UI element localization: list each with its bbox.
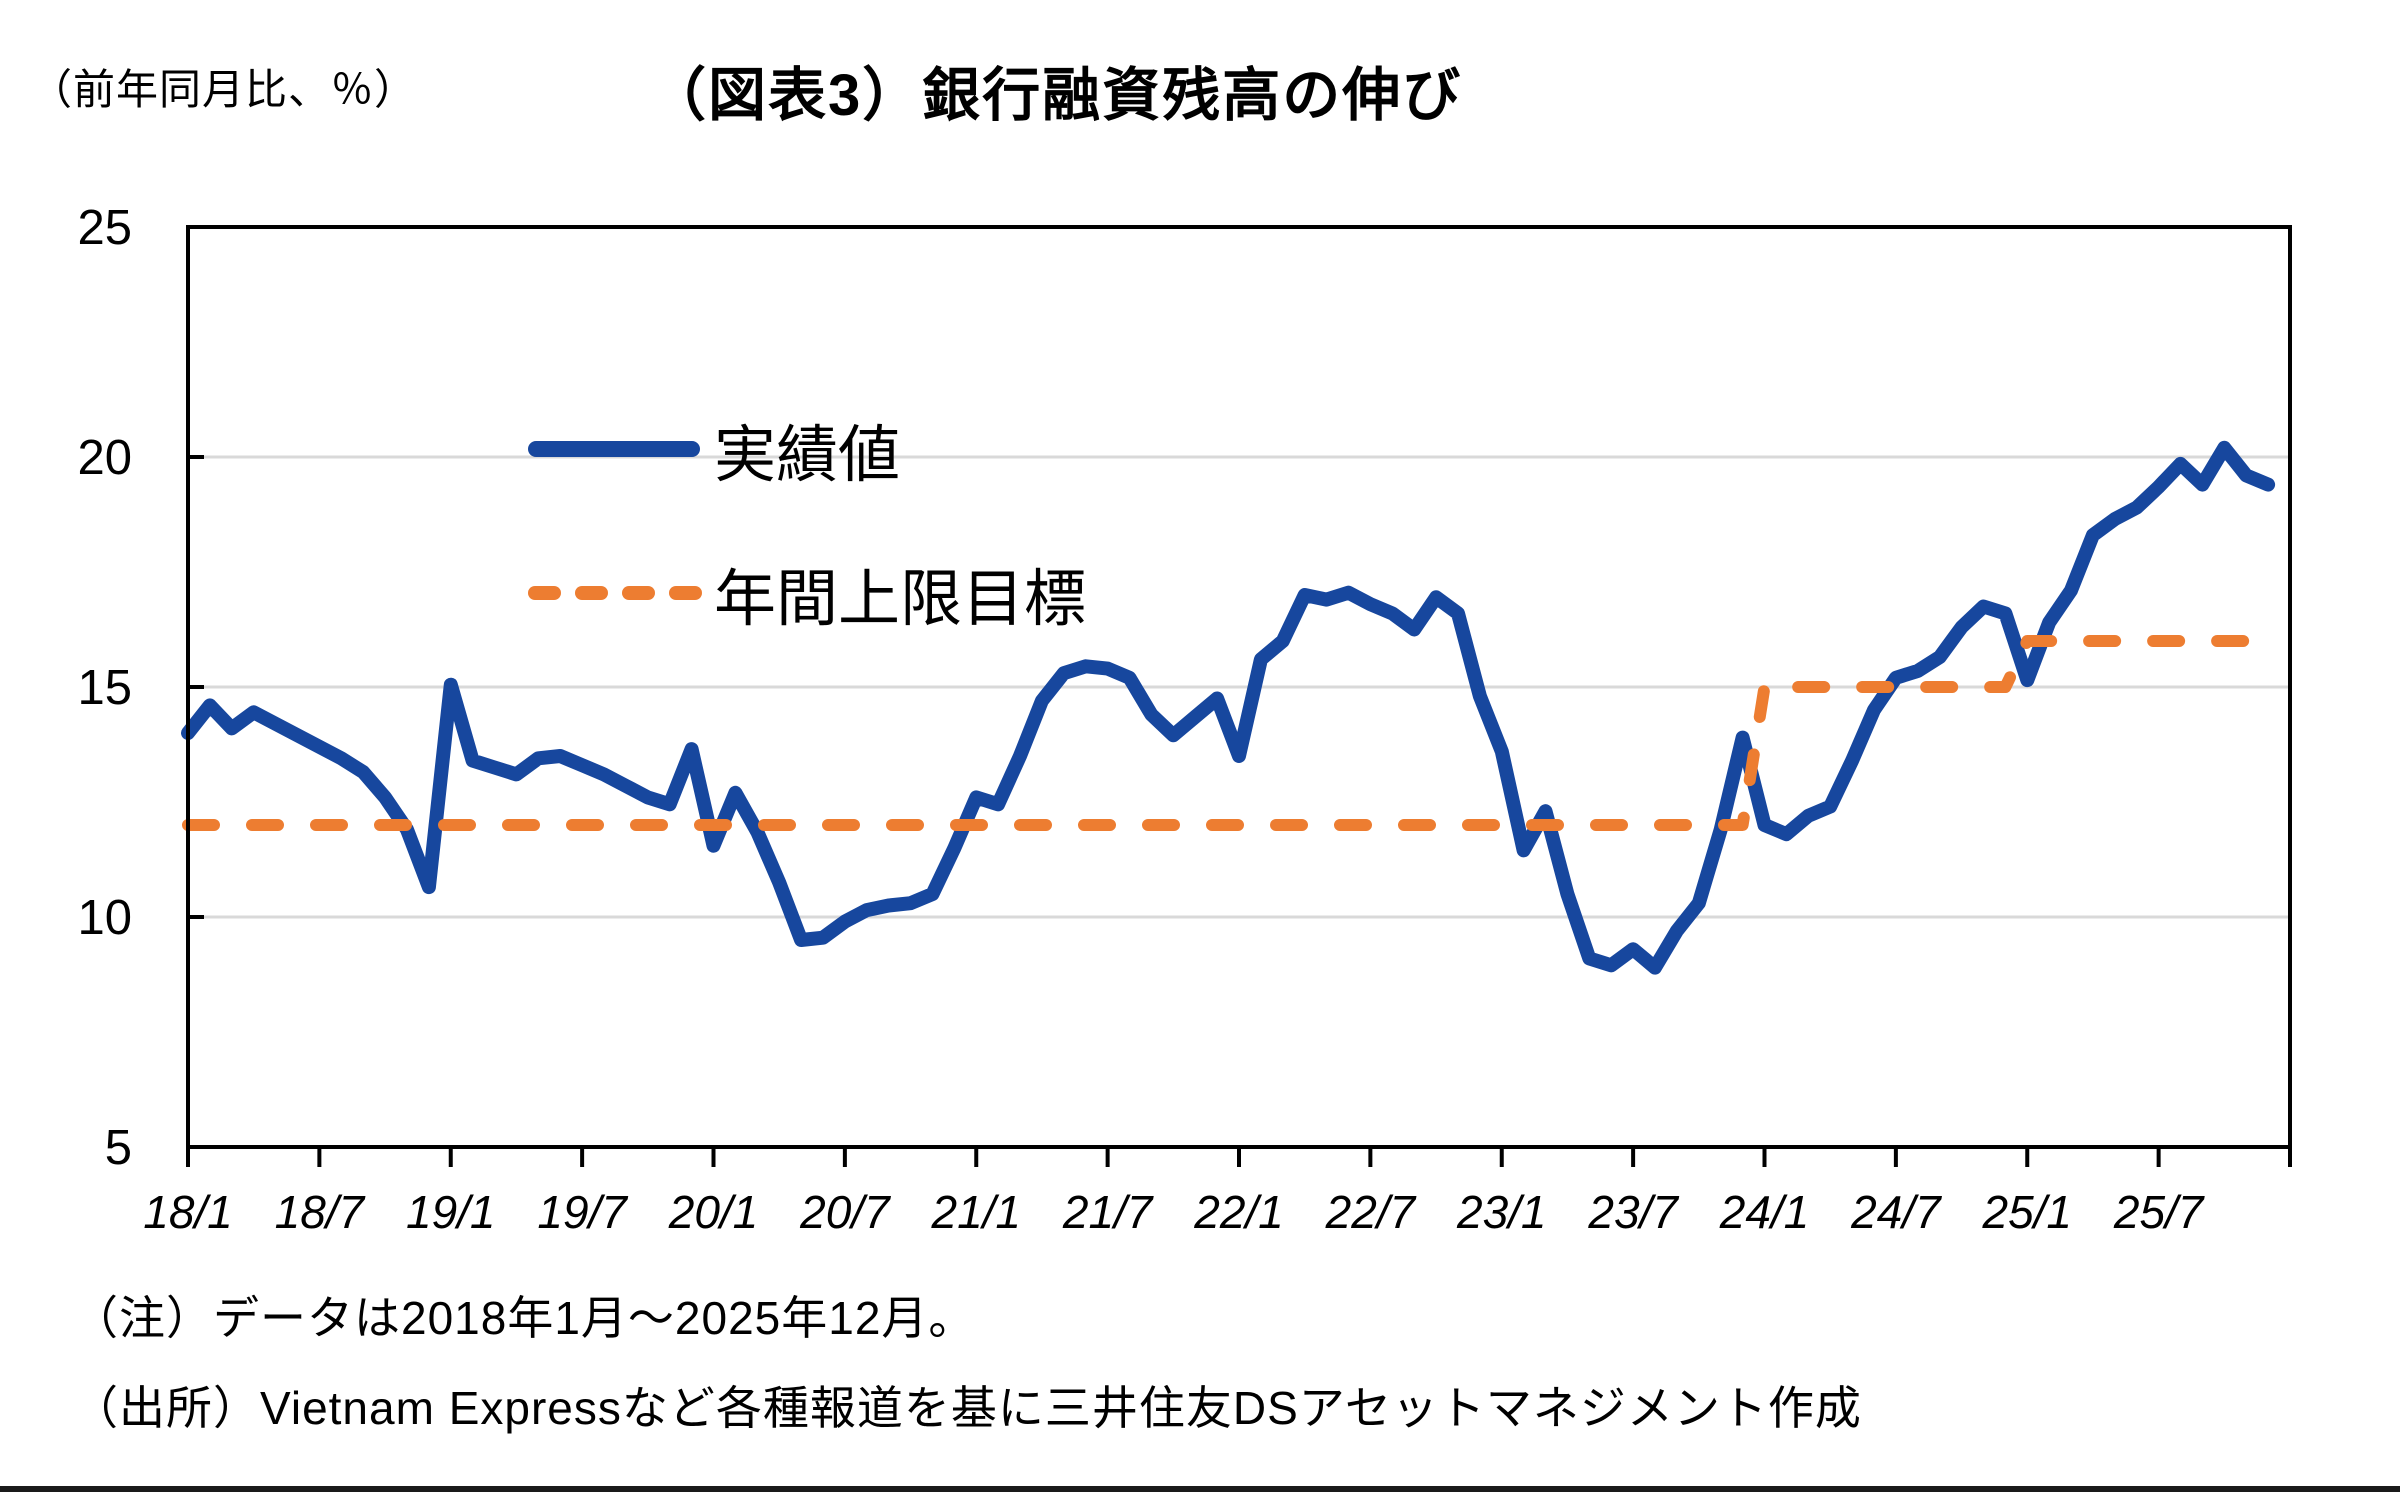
x-tick-label: 23/1 <box>1456 1186 1547 1238</box>
footer-divider <box>0 1486 2400 1492</box>
x-tick-label: 22/1 <box>1193 1186 1284 1238</box>
x-tick-label: 18/7 <box>275 1186 366 1238</box>
x-tick-label: 25/7 <box>2113 1186 2205 1238</box>
y-tick-label: 10 <box>77 891 132 945</box>
legend-item-target: 年間上限目標 <box>528 548 1086 638</box>
legend-item-actual: 実績値 <box>528 404 900 494</box>
x-tick-label: 25/1 <box>1981 1186 2072 1238</box>
x-tick-label: 24/7 <box>1850 1186 1942 1238</box>
x-tick-label: 20/7 <box>799 1186 891 1238</box>
actual-line <box>181 440 2276 975</box>
y-tick-label: 5 <box>105 1121 132 1175</box>
legend-label-actual: 実績値 <box>714 421 901 490</box>
x-tick-label: 19/1 <box>406 1186 496 1238</box>
x-tick-label: 18/1 <box>143 1186 233 1238</box>
x-tick-label: 22/7 <box>1325 1186 1417 1238</box>
x-tick-label: 21/1 <box>930 1186 1021 1238</box>
y-tick-label: 20 <box>77 431 132 485</box>
x-tick-label: 24/1 <box>1719 1186 1810 1238</box>
note-text: （注）データは2018年1月～2025年12月。 <box>72 1292 976 1344</box>
x-tick-label: 20/1 <box>668 1186 759 1238</box>
target-line-sample-icon <box>528 586 702 600</box>
y-axis-unit-label: （前年同月比、％） <box>30 66 418 113</box>
chart-title: （図表3）銀行融資残高の伸び <box>648 63 1463 128</box>
x-tick-label: 23/7 <box>1587 1186 1679 1238</box>
target-line <box>182 635 2275 831</box>
source-text: （出所）Vietnam Expressなど各種報道を基に三井住友DSアセットマネ… <box>72 1382 1862 1434</box>
y-tick-label: 15 <box>77 661 132 715</box>
x-tick-label: 19/7 <box>537 1186 628 1238</box>
x-tick-label: 21/7 <box>1062 1186 1154 1238</box>
actual-line-sample-icon <box>528 441 700 457</box>
legend-label-target: 年間上限目標 <box>714 565 1087 634</box>
y-tick-label: 25 <box>77 201 132 255</box>
